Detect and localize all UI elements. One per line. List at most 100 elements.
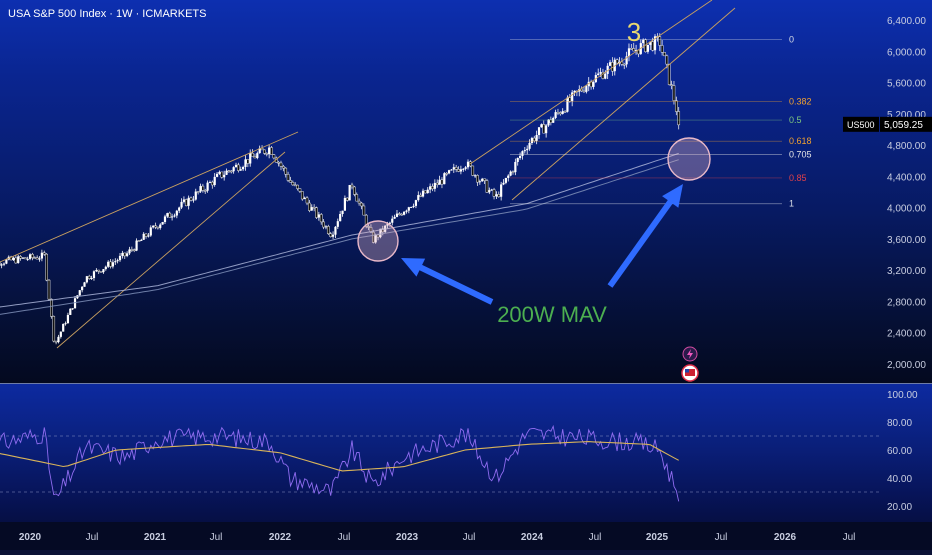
candle[interactable]	[299, 188, 301, 193]
candle[interactable]	[268, 145, 270, 158]
candle[interactable]	[60, 331, 62, 338]
candle[interactable]	[337, 219, 339, 229]
candle[interactable]	[256, 151, 258, 159]
candle[interactable]	[138, 240, 140, 242]
candle[interactable]	[557, 109, 559, 115]
candle[interactable]	[562, 108, 564, 114]
candle[interactable]	[237, 163, 239, 173]
candle[interactable]	[670, 81, 672, 89]
candle[interactable]	[86, 276, 88, 284]
candle[interactable]	[34, 256, 36, 258]
candle[interactable]	[474, 174, 476, 178]
candle[interactable]	[259, 146, 261, 154]
candle[interactable]	[311, 204, 313, 211]
candle[interactable]	[462, 168, 464, 172]
candle[interactable]	[22, 257, 24, 259]
candle[interactable]	[363, 203, 365, 215]
candle[interactable]	[41, 250, 43, 262]
candle[interactable]	[323, 219, 325, 229]
candle[interactable]	[112, 259, 114, 268]
candle[interactable]	[505, 178, 507, 184]
candle[interactable]	[178, 207, 180, 213]
candle[interactable]	[320, 213, 322, 225]
candle[interactable]	[358, 198, 360, 205]
candle[interactable]	[150, 225, 152, 237]
candle[interactable]	[327, 225, 329, 235]
candle[interactable]	[543, 121, 545, 134]
candle[interactable]	[457, 166, 459, 172]
candle[interactable]	[154, 223, 156, 229]
candle[interactable]	[438, 176, 440, 185]
candle[interactable]	[554, 110, 556, 119]
candle[interactable]	[405, 210, 407, 214]
candle[interactable]	[211, 181, 213, 189]
candle[interactable]	[401, 213, 403, 216]
candle[interactable]	[278, 161, 280, 167]
candle[interactable]	[344, 195, 346, 210]
candle[interactable]	[133, 248, 135, 252]
candle[interactable]	[654, 34, 656, 54]
candle[interactable]	[538, 127, 540, 139]
candle[interactable]	[15, 255, 17, 264]
candle[interactable]	[270, 146, 272, 155]
lightning-icon[interactable]	[683, 347, 697, 361]
candle[interactable]	[107, 260, 109, 268]
candle[interactable]	[244, 155, 246, 170]
candle[interactable]	[510, 170, 512, 176]
candle[interactable]	[93, 270, 95, 280]
candle[interactable]	[495, 191, 497, 199]
candle[interactable]	[91, 276, 93, 280]
candle[interactable]	[81, 286, 83, 292]
rsi-ma-line[interactable]	[0, 442, 679, 471]
candle[interactable]	[223, 171, 225, 181]
candle[interactable]	[207, 180, 209, 192]
channel-upper-2[interactable]	[470, 0, 712, 164]
candle[interactable]	[417, 191, 419, 201]
candle[interactable]	[218, 170, 220, 174]
candle[interactable]	[301, 191, 303, 200]
candle[interactable]	[102, 269, 104, 274]
candle[interactable]	[609, 60, 611, 66]
candle[interactable]	[121, 251, 123, 259]
candle[interactable]	[571, 90, 573, 106]
candle[interactable]	[46, 253, 48, 281]
candle[interactable]	[190, 196, 192, 201]
candle[interactable]	[306, 196, 308, 205]
candle[interactable]	[240, 167, 242, 171]
candle[interactable]	[1, 263, 3, 268]
candle[interactable]	[673, 81, 675, 105]
candle[interactable]	[597, 69, 599, 76]
candle[interactable]	[225, 168, 227, 175]
candle[interactable]	[678, 107, 680, 129]
candle[interactable]	[62, 323, 64, 331]
candle[interactable]	[647, 45, 649, 54]
channel-upper-1[interactable]	[0, 132, 298, 262]
us-flag-icon[interactable]	[682, 365, 698, 381]
candle[interactable]	[334, 226, 336, 238]
candle[interactable]	[235, 163, 237, 168]
candle[interactable]	[143, 232, 145, 240]
highlight-circle-2022[interactable]	[358, 221, 398, 261]
candle[interactable]	[403, 211, 405, 215]
candle[interactable]	[19, 255, 21, 261]
candle[interactable]	[266, 152, 268, 156]
candle[interactable]	[519, 152, 521, 159]
candle[interactable]	[169, 212, 171, 218]
candle[interactable]	[282, 165, 284, 171]
candle[interactable]	[524, 147, 526, 154]
candle[interactable]	[668, 64, 670, 85]
candle[interactable]	[228, 170, 230, 173]
candle[interactable]	[465, 166, 467, 171]
channel-lower-1[interactable]	[57, 152, 285, 348]
candle[interactable]	[145, 233, 147, 238]
candle[interactable]	[36, 255, 38, 259]
candle[interactable]	[341, 211, 343, 217]
candle[interactable]	[308, 200, 310, 212]
price-chart-svg[interactable]: 6,400.006,000.005,600.005,200.004,800.00…	[0, 0, 932, 383]
candle[interactable]	[53, 315, 55, 342]
candle[interactable]	[195, 189, 197, 201]
candle[interactable]	[292, 181, 294, 186]
candle[interactable]	[296, 185, 298, 191]
candle[interactable]	[135, 238, 137, 251]
